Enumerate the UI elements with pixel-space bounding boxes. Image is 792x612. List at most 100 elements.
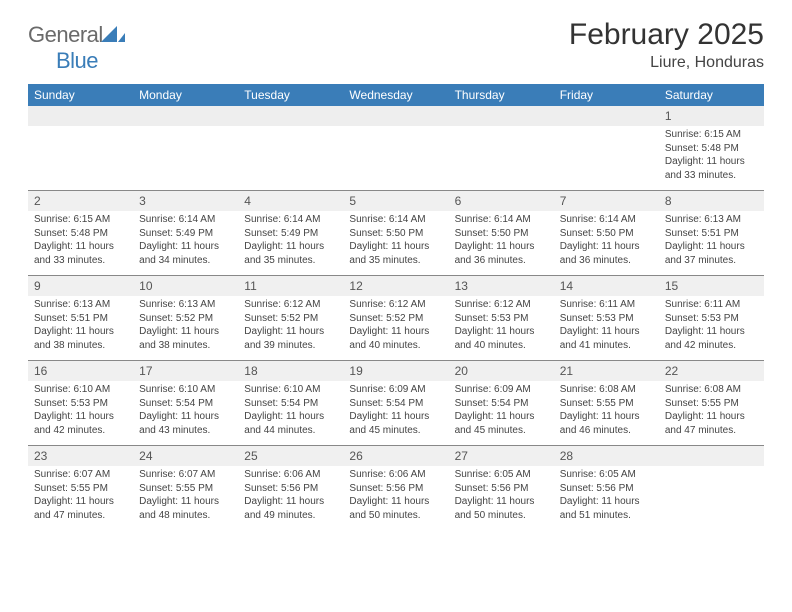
day-cell: Sunrise: 6:14 AMSunset: 5:50 PMDaylight:… [343,211,448,275]
day1-line: Daylight: 11 hours [560,240,653,254]
day-cell: Sunrise: 6:11 AMSunset: 5:53 PMDaylight:… [659,296,764,360]
day2-line: and 33 minutes. [34,254,127,268]
day-cell: Sunrise: 6:15 AMSunset: 5:48 PMDaylight:… [28,211,133,275]
sunset-line: Sunset: 5:56 PM [455,482,548,496]
day-cell [659,466,764,530]
day-number: 26 [343,446,448,466]
day-header: Sunday [28,84,133,106]
day-content-row: Sunrise: 6:10 AMSunset: 5:53 PMDaylight:… [28,381,764,445]
day-headers-row: SundayMondayTuesdayWednesdayThursdayFrid… [28,84,764,106]
sunset-line: Sunset: 5:53 PM [560,312,653,326]
day-cell: Sunrise: 6:10 AMSunset: 5:54 PMDaylight:… [133,381,238,445]
day2-line: and 37 minutes. [665,254,758,268]
day2-line: and 39 minutes. [244,339,337,353]
day-number [28,106,133,126]
day1-line: Daylight: 11 hours [455,325,548,339]
day1-line: Daylight: 11 hours [139,240,232,254]
logo: General Blue [28,18,125,74]
day-number: 2 [28,191,133,211]
day-header: Saturday [659,84,764,106]
sunrise-line: Sunrise: 6:13 AM [139,298,232,312]
day2-line: and 48 minutes. [139,509,232,523]
sunrise-line: Sunrise: 6:08 AM [665,383,758,397]
day-cell: Sunrise: 6:06 AMSunset: 5:56 PMDaylight:… [238,466,343,530]
day2-line: and 36 minutes. [560,254,653,268]
day-number [133,106,238,126]
day-number-row: 232425262728 [28,445,764,466]
sunrise-line: Sunrise: 6:14 AM [349,213,442,227]
day-number [449,106,554,126]
day-cell: Sunrise: 6:06 AMSunset: 5:56 PMDaylight:… [343,466,448,530]
day-number-row: 16171819202122 [28,360,764,381]
day2-line: and 42 minutes. [665,339,758,353]
day2-line: and 33 minutes. [665,169,758,183]
day-cell [133,126,238,190]
day-cell [343,126,448,190]
day-number-row: 2345678 [28,190,764,211]
day2-line: and 44 minutes. [244,424,337,438]
day-cell: Sunrise: 6:09 AMSunset: 5:54 PMDaylight:… [449,381,554,445]
day1-line: Daylight: 11 hours [244,240,337,254]
day-cell: Sunrise: 6:07 AMSunset: 5:55 PMDaylight:… [133,466,238,530]
sunrise-line: Sunrise: 6:12 AM [244,298,337,312]
day1-line: Daylight: 11 hours [34,325,127,339]
day-number [238,106,343,126]
sunset-line: Sunset: 5:49 PM [244,227,337,241]
day2-line: and 50 minutes. [455,509,548,523]
sunset-line: Sunset: 5:50 PM [349,227,442,241]
sunset-line: Sunset: 5:50 PM [455,227,548,241]
day-number: 6 [449,191,554,211]
day-number: 17 [133,361,238,381]
weeks-container: 1Sunrise: 6:15 AMSunset: 5:48 PMDaylight… [28,106,764,530]
logo-text: General Blue [28,22,125,74]
day1-line: Daylight: 11 hours [349,410,442,424]
day2-line: and 45 minutes. [349,424,442,438]
day-number: 24 [133,446,238,466]
day-number: 13 [449,276,554,296]
day-cell: Sunrise: 6:07 AMSunset: 5:55 PMDaylight:… [28,466,133,530]
sunrise-line: Sunrise: 6:12 AM [349,298,442,312]
sunset-line: Sunset: 5:56 PM [349,482,442,496]
day-number: 4 [238,191,343,211]
sunset-line: Sunset: 5:51 PM [665,227,758,241]
day2-line: and 42 minutes. [34,424,127,438]
day-cell: Sunrise: 6:08 AMSunset: 5:55 PMDaylight:… [659,381,764,445]
sunset-line: Sunset: 5:53 PM [665,312,758,326]
day2-line: and 34 minutes. [139,254,232,268]
sunrise-line: Sunrise: 6:10 AM [34,383,127,397]
day-cell [28,126,133,190]
day2-line: and 35 minutes. [349,254,442,268]
day-cell [449,126,554,190]
day-cell: Sunrise: 6:13 AMSunset: 5:52 PMDaylight:… [133,296,238,360]
day-number: 19 [343,361,448,381]
day-cell: Sunrise: 6:15 AMSunset: 5:48 PMDaylight:… [659,126,764,190]
day-number: 11 [238,276,343,296]
day-cell: Sunrise: 6:08 AMSunset: 5:55 PMDaylight:… [554,381,659,445]
logo-sail-icon [101,22,125,47]
day-content-row: Sunrise: 6:15 AMSunset: 5:48 PMDaylight:… [28,211,764,275]
sunrise-line: Sunrise: 6:15 AM [665,128,758,142]
sunset-line: Sunset: 5:52 PM [139,312,232,326]
sunrise-line: Sunrise: 6:15 AM [34,213,127,227]
location-label: Liure, Honduras [569,54,764,72]
day1-line: Daylight: 11 hours [560,410,653,424]
day1-line: Daylight: 11 hours [34,495,127,509]
day-number: 1 [659,106,764,126]
day-number: 15 [659,276,764,296]
day-cell: Sunrise: 6:10 AMSunset: 5:54 PMDaylight:… [238,381,343,445]
day1-line: Daylight: 11 hours [244,325,337,339]
day1-line: Daylight: 11 hours [665,240,758,254]
day-number: 9 [28,276,133,296]
sunset-line: Sunset: 5:55 PM [34,482,127,496]
day-header: Friday [554,84,659,106]
day-number: 25 [238,446,343,466]
sunset-line: Sunset: 5:54 PM [349,397,442,411]
sunrise-line: Sunrise: 6:07 AM [139,468,232,482]
day-cell [238,126,343,190]
sunset-line: Sunset: 5:54 PM [244,397,337,411]
sunset-line: Sunset: 5:53 PM [455,312,548,326]
day-number: 3 [133,191,238,211]
sunset-line: Sunset: 5:56 PM [560,482,653,496]
day1-line: Daylight: 11 hours [560,325,653,339]
day1-line: Daylight: 11 hours [455,495,548,509]
